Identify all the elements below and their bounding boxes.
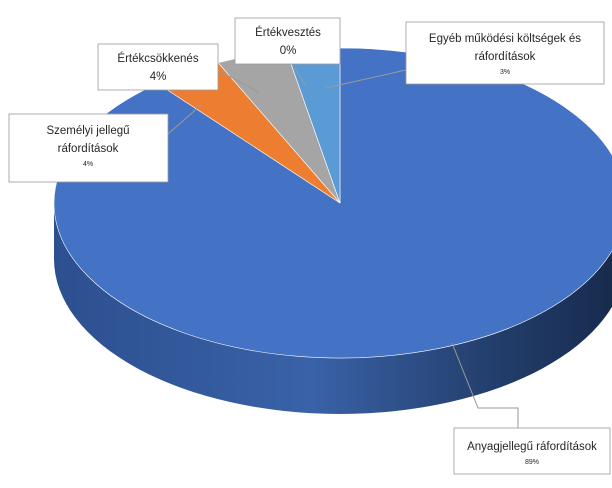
- label-anyag-pct: 89%: [525, 459, 539, 466]
- label-ertekcs-name: Értékcsökkenés: [117, 52, 198, 65]
- label-szemelyi-line1: Személyi jellegű: [46, 125, 129, 137]
- data-label-egyeb: Egyéb működési költségek és ráfordítások…: [406, 22, 604, 84]
- label-ertekv-name: Értékvesztés: [255, 26, 321, 39]
- label-ertekv-pct: 0%: [280, 45, 297, 57]
- label-egyeb-line2: ráfordítások: [475, 51, 536, 63]
- data-label-anyag: Anyagjellegű ráfordítások 89%: [454, 428, 610, 474]
- label-szemelyi-pct: 4%: [83, 161, 93, 168]
- data-label-ertekv: Értékvesztés 0%: [235, 18, 340, 64]
- data-label-ertekcs: Értékcsökkenés 4%: [98, 44, 218, 90]
- label-anyag-name: Anyagjellegű ráfordítások: [467, 441, 597, 453]
- pie-top: [54, 48, 612, 358]
- data-label-szemelyi: Személyi jellegű ráfordítások 4%: [9, 114, 168, 182]
- label-egyeb-line1: Egyéb működési költségek és: [429, 33, 581, 45]
- label-szemelyi-line2: ráfordítások: [58, 143, 119, 155]
- label-egyeb-pct: 3%: [500, 69, 510, 76]
- label-ertekcs-pct: 4%: [150, 71, 167, 83]
